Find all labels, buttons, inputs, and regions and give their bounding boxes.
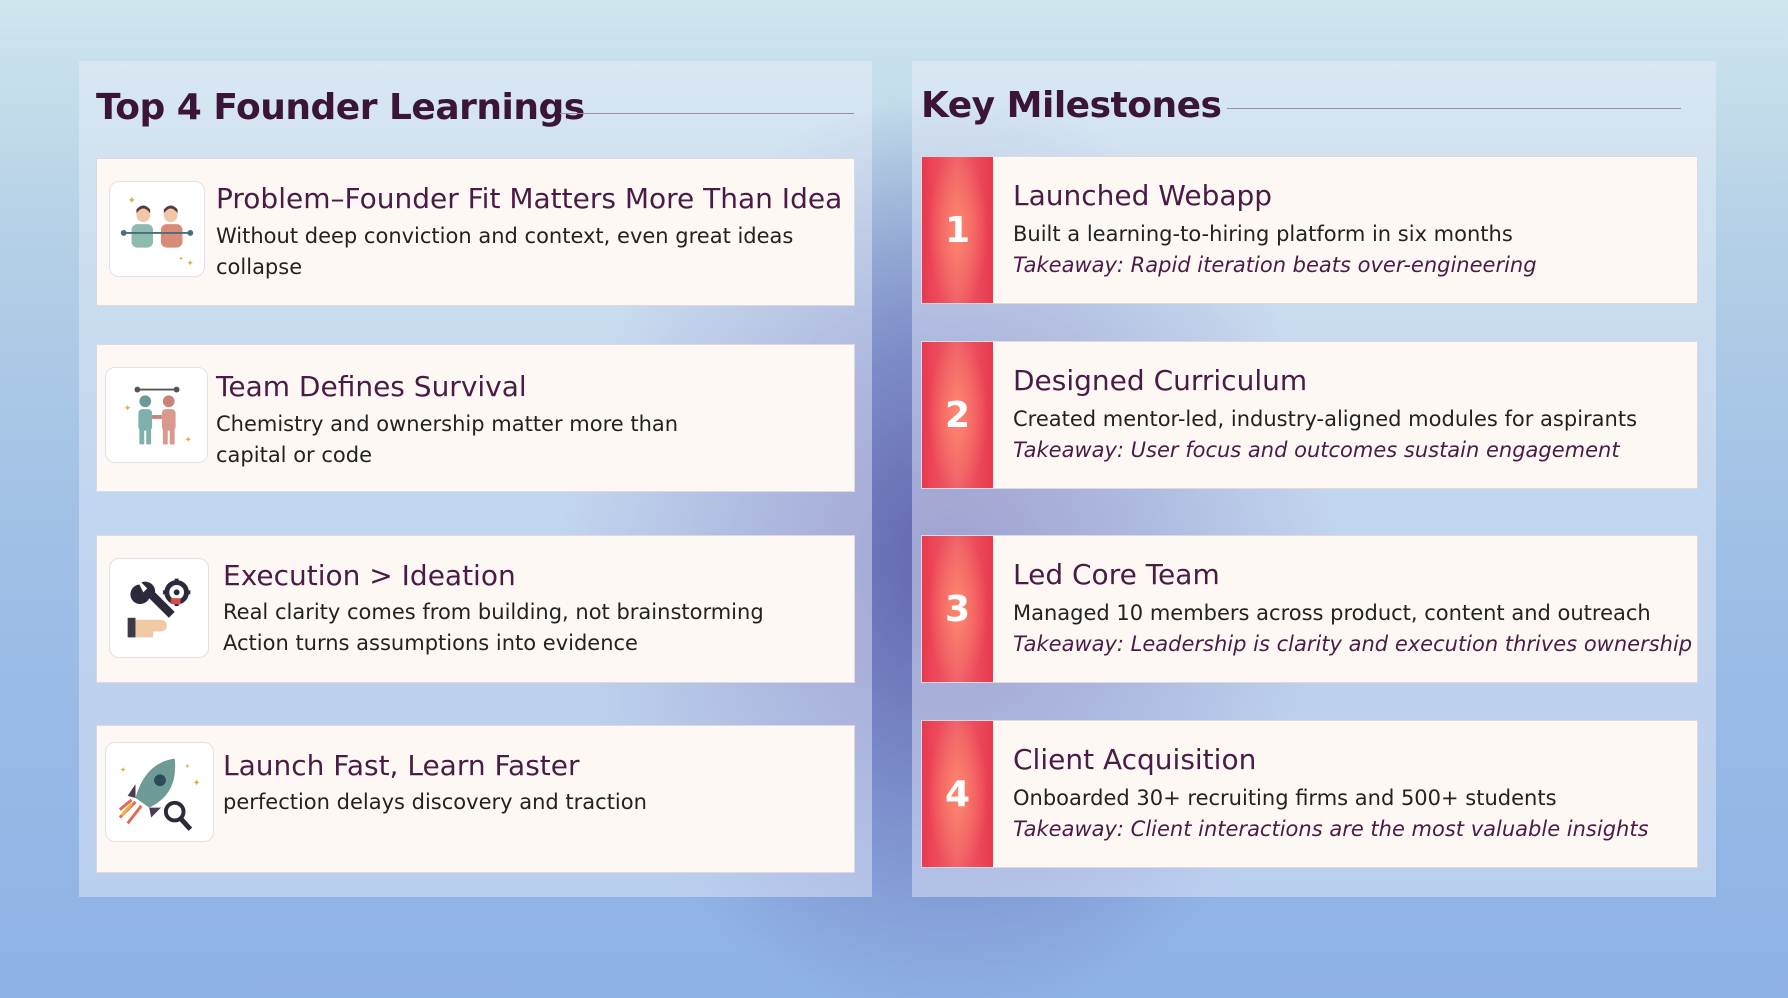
milestone-title: Designed Curriculum [1013,364,1308,397]
milestone-title: Client Acquisition [1013,743,1257,776]
learning-card-1: ✦ ✦ ✦ Problem–Founder Fit Matters More T… [96,158,855,306]
milestone-description: Created mentor-led, industry-aligned mod… [1013,407,1638,431]
svg-text:✦: ✦ [120,765,127,774]
learning-line: perfection delays discovery and traction [223,790,647,814]
learning-line: capital or code [216,443,372,467]
learning-title: Team Defines Survival [216,370,527,403]
milestone-number: 2 [922,342,993,488]
learning-line: Action turns assumptions into evidence [223,631,638,655]
learnings-panel: Top 4 Founder Learnings ✦ ✦ ✦ Problem–Fo… [79,61,872,897]
milestone-card-1: 1 Launched Webapp Built a learning-to-hi… [921,156,1698,304]
rocket-magnifier-icon: ✦ ✦ ✦ [105,742,214,842]
learning-title: Launch Fast, Learn Faster [223,749,580,782]
learning-card-4: ✦ ✦ ✦ Launch Fast, Learn Faster perfecti… [96,725,855,873]
milestone-card-4: 4 Client Acquisition Onboarded 30+ recru… [921,720,1698,868]
learning-description: Real clarity comes from building, not br… [223,597,764,659]
learning-card-2: ✦ ✦ Team Defines Survival Chemistry and … [96,344,855,492]
svg-text:✦: ✦ [179,255,184,262]
milestone-takeaway: Takeaway: Leadership is clarity and exec… [1013,632,1693,656]
milestones-panel: Key Milestones 1 Launched Webapp Built a… [912,61,1716,897]
handshake-people-icon: ✦ ✦ ✦ [109,181,205,277]
svg-text:✦: ✦ [184,434,192,444]
milestone-takeaway: Takeaway: Client interactions are the mo… [1013,817,1649,841]
learning-description: Without deep conviction and context, eve… [216,221,793,283]
learnings-title: Top 4 Founder Learnings [96,87,585,128]
learning-description: Chemistry and ownership matter more than… [216,409,678,471]
milestone-takeaway: Takeaway: Rapid iteration beats over-eng… [1013,253,1537,277]
milestone-card-2: 2 Designed Curriculum Created mentor-led… [921,341,1698,489]
milestone-description: Onboarded 30+ recruiting firms and 500+ … [1013,786,1557,810]
milestone-description: Built a learning-to-hiring platform in s… [1013,222,1513,246]
svg-text:✦: ✦ [128,196,136,207]
milestone-number: 4 [922,721,993,867]
svg-text:✦: ✦ [184,762,190,770]
learning-line: Chemistry and ownership matter more than [216,412,679,436]
learning-title: Problem–Founder Fit Matters More Than Id… [216,182,843,215]
learning-card-3: Execution > Ideation Real clarity comes … [96,535,855,683]
wrench-gear-hand-icon [109,558,209,658]
learning-line: collapse [216,255,303,279]
milestone-takeaway: Takeaway: User focus and outcomes sustai… [1013,438,1620,462]
learning-description: perfection delays discovery and traction [223,787,647,818]
svg-text:✦: ✦ [124,403,132,413]
milestones-title: Key Milestones [921,85,1222,126]
learning-line: Without deep conviction and context, eve… [216,224,794,248]
milestone-description: Managed 10 members across product, conte… [1013,601,1651,625]
title-divider [560,113,854,114]
learning-line: Real clarity comes from building, not br… [223,600,764,624]
milestone-number: 1 [922,157,993,303]
milestone-card-3: 3 Led Core Team Managed 10 members acros… [921,535,1698,683]
title-divider [1227,108,1681,109]
svg-text:✦: ✦ [186,258,194,268]
learning-title: Execution > Ideation [223,559,516,592]
svg-text:✦: ✦ [192,778,200,789]
milestone-title: Led Core Team [1013,558,1220,591]
team-handshake-icon: ✦ ✦ [105,367,208,463]
milestone-number: 3 [922,536,993,682]
milestone-title: Launched Webapp [1013,179,1273,212]
